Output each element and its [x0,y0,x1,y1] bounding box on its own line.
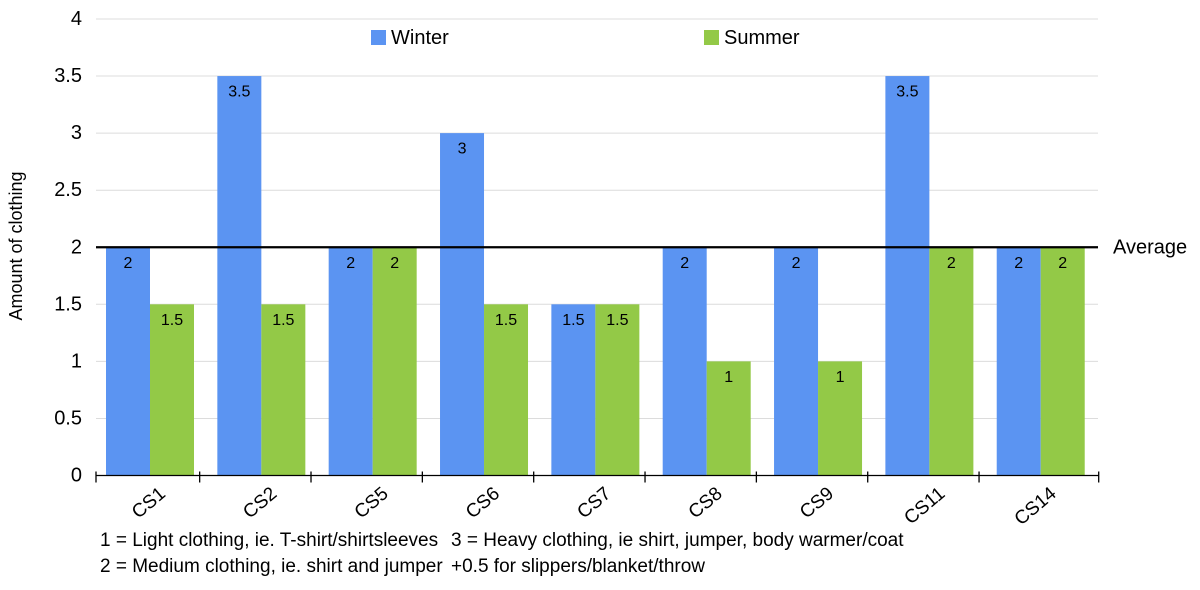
svg-text:3: 3 [71,122,82,144]
svg-text:CS6: CS6 [462,483,504,523]
svg-text:3.5: 3.5 [896,84,918,101]
svg-text:4: 4 [71,8,82,30]
svg-text:Summer: Summer [724,27,800,49]
svg-text:3.5: 3.5 [228,84,250,101]
svg-text:2.5: 2.5 [54,179,82,201]
svg-text:2: 2 [346,255,355,272]
svg-text:2: 2 [792,255,801,272]
svg-text:2: 2 [680,255,689,272]
svg-text:2 = Medium clothing, ie. shirt: 2 = Medium clothing, ie. shirt and jumpe… [100,556,443,577]
svg-text:CS9: CS9 [796,483,838,523]
svg-text:3 = Heavy clothing, ie shirt,: 3 = Heavy clothing, ie shirt, jumper, bo… [451,530,904,551]
svg-text:Amount of clothing: Amount of clothing [6,171,26,320]
svg-text:CS14: CS14 [1011,483,1061,530]
svg-text:3.5: 3.5 [54,65,82,87]
svg-text:3: 3 [458,141,467,158]
svg-text:1.5: 1.5 [272,312,294,329]
svg-text:1: 1 [71,350,82,372]
svg-text:2: 2 [390,255,399,272]
svg-text:Average: Average [1113,236,1187,258]
svg-text:2: 2 [1058,255,1067,272]
svg-text:1.5: 1.5 [161,312,183,329]
svg-text:CS8: CS8 [685,483,727,523]
svg-text:2: 2 [124,255,133,272]
svg-text:1.5: 1.5 [495,312,517,329]
svg-text:0: 0 [71,465,82,487]
svg-text:CS5: CS5 [351,483,393,523]
svg-text:1: 1 [836,369,845,386]
svg-text:CS2: CS2 [239,483,281,523]
svg-text:2: 2 [1014,255,1023,272]
svg-text:CS1: CS1 [128,483,170,523]
svg-text:2: 2 [947,255,956,272]
svg-text:1.5: 1.5 [606,312,628,329]
svg-text:2: 2 [71,236,82,258]
svg-text:1.5: 1.5 [54,293,82,315]
svg-text:1: 1 [724,369,733,386]
svg-text:1.5: 1.5 [562,312,584,329]
svg-text:0.5: 0.5 [54,407,82,429]
svg-text:+0.5 for slippers/blanket/thro: +0.5 for slippers/blanket/throw [451,556,705,577]
svg-text:1 = Light clothing, ie. T-shir: 1 = Light clothing, ie. T-shirt/shirtsle… [100,530,438,551]
svg-text:Winter: Winter [391,27,449,49]
svg-text:CS7: CS7 [573,483,615,523]
svg-text:CS11: CS11 [900,483,949,529]
